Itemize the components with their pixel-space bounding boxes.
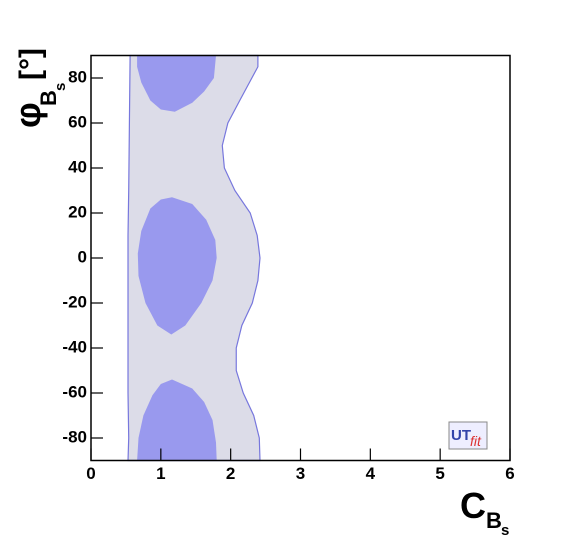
y-tick-label: -20: [62, 292, 87, 311]
y-axis-label: φ B s [°]: [7, 48, 69, 128]
x-tick-label: 3: [296, 464, 305, 483]
logo-main: UT: [451, 427, 471, 444]
y-tick-label: -80: [62, 427, 87, 446]
logo-sub: fit: [470, 433, 482, 449]
x-tick-label: 2: [226, 464, 235, 483]
y-tick-label: 80: [68, 67, 87, 86]
x-tick-label: 5: [435, 464, 444, 483]
inner-region: [137, 55, 217, 112]
x-label-symbol: C: [460, 485, 486, 526]
inner-region: [137, 379, 217, 461]
plot-area: [127, 54, 261, 462]
y-tick-label: -60: [62, 382, 87, 401]
x-tick-label: 1: [156, 464, 165, 483]
y-label-sub-subscript: s: [52, 83, 69, 91]
x-tick-label: 4: [366, 464, 376, 483]
x-label-subscript: B: [486, 508, 502, 533]
y-label-subscript: B: [36, 90, 61, 106]
x-tick-label: 6: [505, 464, 514, 483]
logo: UT fit: [448, 421, 488, 450]
y-label-unit: [°]: [14, 48, 47, 80]
x-tick-label: 0: [86, 464, 95, 483]
y-tick-label: 40: [68, 157, 87, 176]
logo-box: [448, 421, 488, 450]
y-tick-label: 60: [68, 112, 87, 131]
y-tick-label: 0: [78, 247, 87, 266]
inner-region: [137, 197, 217, 335]
y-tick-label: -40: [62, 337, 87, 356]
y-tick-label: 20: [68, 202, 87, 221]
y-label-symbol: φ: [7, 102, 48, 128]
x-label-sub-subscript: s: [501, 522, 509, 539]
